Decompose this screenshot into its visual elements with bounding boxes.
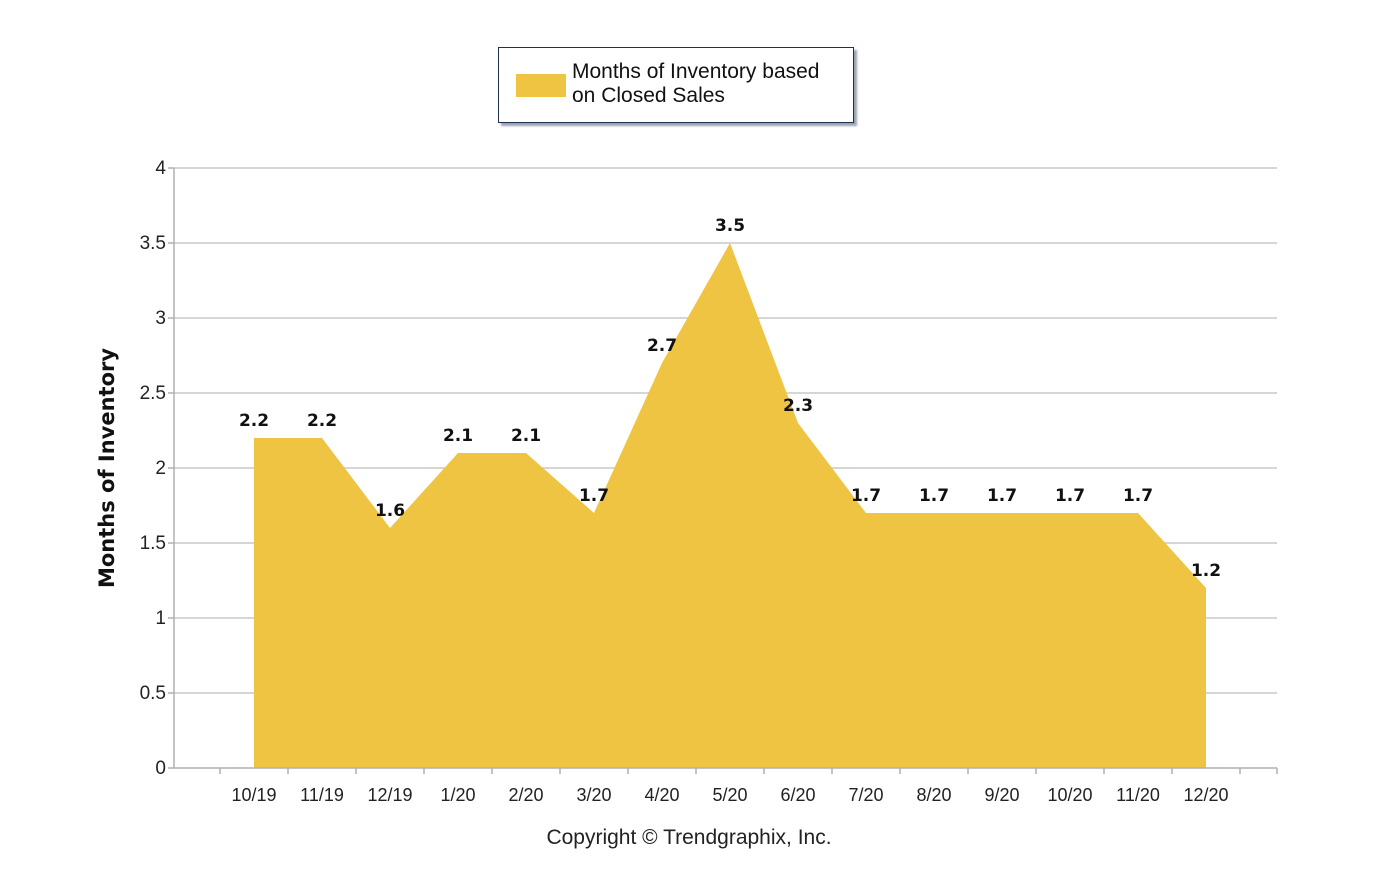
data-label: 1.7 [579, 486, 609, 506]
x-tick-label: 2/20 [508, 785, 543, 805]
x-tick-label: 4/20 [644, 785, 679, 805]
data-label: 2.2 [307, 411, 337, 431]
x-tick-label: 11/19 [300, 785, 344, 805]
y-tick-label: 1 [155, 608, 166, 629]
y-tick-label: 3.5 [140, 233, 166, 254]
x-tick-label: 12/20 [1183, 785, 1228, 805]
y-tick-label: 4 [155, 158, 166, 179]
y-tick-label: 0 [155, 758, 166, 779]
data-label: 1.7 [1123, 486, 1153, 506]
data-labels: 2.2 2.2 1.6 2.1 2.1 1.7 2.7 3.5 2.3 1.7 1.7 1.7 1.7 1… [239, 216, 1221, 581]
data-label: 3.5 [715, 216, 745, 236]
x-tick-label: 5/20 [712, 785, 747, 805]
data-label: 2.1 [511, 426, 541, 446]
y-tick-label: 0.5 [140, 683, 166, 704]
x-tick-labels: 10/19 11/19 12/19 1/20 2/20 3/20 4/20 5/20 6/20 7… [231, 785, 1228, 805]
x-tick-label: 3/20 [576, 785, 611, 805]
copyright-text: Copyright © Trendgraphix, Inc. [546, 826, 832, 849]
x-tick-label: 11/20 [1116, 785, 1160, 805]
data-label: 2.3 [783, 396, 813, 416]
y-tick-label: 2 [155, 458, 166, 479]
data-label: 1.7 [987, 486, 1017, 506]
x-tick-label: 12/19 [367, 785, 412, 805]
data-label: 1.7 [851, 486, 881, 506]
x-tick-label: 6/20 [780, 785, 815, 805]
data-label: 1.2 [1191, 561, 1221, 581]
data-label: 2.2 [239, 411, 269, 431]
y-tick-label: 3 [155, 308, 166, 329]
y-tick-labels: 0 0.5 1 1.5 2 2.5 3 3.5 4 [140, 158, 167, 779]
x-tick-label: 7/20 [848, 785, 883, 805]
data-label: 1.7 [919, 486, 949, 506]
x-tick-label: 9/20 [984, 785, 1019, 805]
data-label: 2.1 [443, 426, 473, 446]
legend-swatch [516, 74, 566, 97]
x-tick-label: 10/19 [231, 785, 276, 805]
x-tick-label: 10/20 [1047, 785, 1092, 805]
y-tick-label: 2.5 [140, 383, 166, 404]
y-axis-title: Months of Inventory [95, 348, 119, 588]
data-label: 1.7 [1055, 486, 1085, 506]
x-tick-label: 1/20 [440, 785, 475, 805]
x-tick-label: 8/20 [916, 785, 951, 805]
legend-label: Months of Inventory based on Closed Sale… [572, 60, 820, 107]
data-label: 2.7 [647, 336, 677, 356]
y-tick-label: 1.5 [140, 533, 166, 554]
area-fill [254, 243, 1206, 768]
data-label: 1.6 [375, 501, 405, 521]
legend: Months of Inventory based on Closed Sale… [498, 47, 854, 123]
area-series [254, 243, 1206, 768]
axes [168, 167, 1278, 774]
